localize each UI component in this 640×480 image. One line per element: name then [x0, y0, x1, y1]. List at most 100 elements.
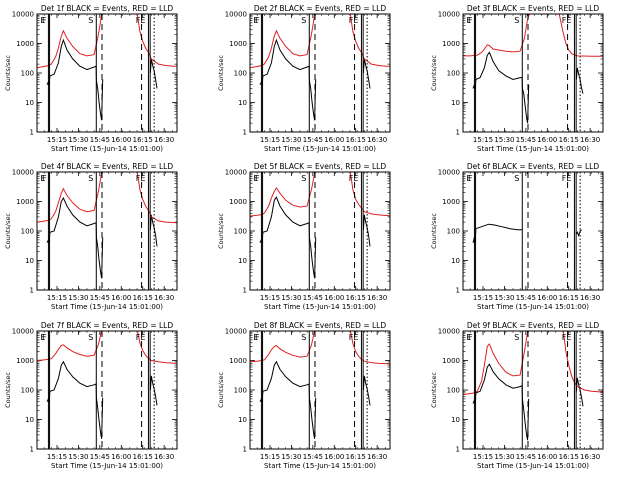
y-tick-label: 1000: [16, 357, 34, 365]
x-tick-label: 16:00: [111, 136, 131, 144]
y-axis-label: Counts/sec: [430, 55, 438, 91]
x-tick-label: 15:45: [516, 294, 536, 302]
time-marker-label: E: [466, 333, 471, 342]
y-axis-label: Counts/sec: [4, 55, 12, 91]
time-marker-label: S: [301, 174, 306, 183]
plot-area: [463, 331, 603, 441]
plot-area: [250, 172, 390, 279]
detector-panel: Det 1f BLACK = Events, RED = LLD Counts/s…: [4, 4, 178, 153]
y-axis-label: Counts/sec: [217, 55, 225, 91]
x-axis-label: Start Time (15-Jun-14 15:01:00): [264, 462, 376, 470]
time-marker-label: FE: [562, 174, 572, 183]
y-tick-label: 10: [25, 99, 34, 107]
x-tick-label: 16:15: [346, 294, 366, 302]
events-series-line: [46, 360, 158, 439]
plot-area: [37, 14, 177, 121]
time-marker-label: E: [40, 333, 45, 342]
y-tick-label: 1000: [16, 198, 34, 206]
x-tick-label: 15:30: [68, 453, 88, 461]
y-tick-label: 1000: [442, 40, 460, 48]
y-tick-label: 1: [30, 446, 34, 454]
x-tick-label: 16:00: [324, 294, 344, 302]
y-axis-label: Counts/sec: [4, 213, 12, 249]
plot-area: [463, 14, 603, 124]
x-axis-label: Start Time (15-Jun-14 15:01:00): [51, 303, 163, 311]
lld-series-line: [250, 14, 390, 69]
time-marker-label: FE: [136, 16, 146, 25]
x-tick-label: 15:45: [516, 453, 536, 461]
x-tick-label: 15:15: [47, 294, 67, 302]
time-marker-label: S: [301, 16, 306, 25]
y-tick-label: 100: [21, 387, 34, 395]
time-marker-label: E: [253, 333, 258, 342]
time-marker-label: S: [88, 16, 93, 25]
x-tick-label: 16:30: [367, 453, 387, 461]
x-tick-label: 16:30: [367, 136, 387, 144]
x-tick-label: 16:30: [154, 453, 174, 461]
lld-series-line: [463, 331, 603, 396]
plot-area: [37, 172, 177, 279]
time-marker-label: F: [255, 16, 260, 25]
x-tick-label: 15:15: [473, 294, 493, 302]
plot-frame: [462, 330, 604, 450]
detector-panel: Det 7f BLACK = Events, RED = LLD Counts/s…: [4, 321, 178, 470]
time-marker-label: E: [40, 16, 45, 25]
detector-panel: Det 9f BLACK = Events, RED = LLD Counts/s…: [430, 321, 604, 470]
x-tick-label: 16:30: [367, 294, 387, 302]
plot-area: [250, 331, 390, 439]
panel-title: Det 5f BLACK = Events, RED = LLD: [254, 162, 387, 171]
y-tick-label: 100: [234, 387, 247, 395]
detector-panel: Det 6f BLACK = Events, RED = LLD Counts/s…: [430, 162, 604, 311]
x-axis-label: Start Time (15-Jun-14 15:01:00): [477, 145, 589, 153]
y-tick-label: 1: [30, 287, 34, 295]
events-series-line: [472, 51, 584, 124]
time-marker-label: F: [255, 174, 260, 183]
x-tick-label: 16:15: [133, 294, 153, 302]
x-tick-label: 16:00: [537, 453, 557, 461]
x-tick-label: 16:00: [111, 453, 131, 461]
events-series-line: [259, 360, 371, 439]
x-tick-label: 15:45: [303, 453, 323, 461]
x-tick-label: 16:15: [133, 136, 153, 144]
y-tick-label: 10: [238, 416, 247, 424]
y-tick-label: 1: [243, 446, 247, 454]
x-tick-label: 15:45: [303, 294, 323, 302]
x-tick-label: 16:15: [346, 453, 366, 461]
x-tick-label: 15:30: [281, 294, 301, 302]
plot-frame: [462, 171, 604, 291]
y-tick-label: 1: [30, 129, 34, 137]
time-marker-label: FE: [136, 174, 146, 183]
time-marker-label: F: [468, 333, 473, 342]
y-axis-label: Counts/sec: [217, 213, 225, 249]
x-tick-label: 15:30: [494, 453, 514, 461]
time-marker-label: S: [88, 333, 93, 342]
y-tick-label: 1: [456, 446, 460, 454]
time-marker-label: FE: [136, 333, 146, 342]
lld-series-line: [37, 14, 177, 69]
y-tick-label: 10000: [225, 328, 247, 336]
x-tick-label: 15:45: [90, 453, 110, 461]
x-axis-label: Start Time (15-Jun-14 15:01:00): [264, 145, 376, 153]
y-tick-label: 1000: [229, 198, 247, 206]
lld-series-line: [250, 172, 390, 217]
plot-frame: [249, 13, 391, 133]
events-series-line: [259, 196, 371, 279]
y-axis-label: Counts/sec: [430, 372, 438, 408]
x-tick-label: 15:15: [47, 136, 67, 144]
panel-title: Det 2f BLACK = Events, RED = LLD: [254, 4, 387, 13]
events-series-line: [46, 38, 158, 121]
x-tick-label: 16:15: [559, 453, 579, 461]
y-tick-label: 10: [451, 416, 460, 424]
detector-panel: Det 5f BLACK = Events, RED = LLD Counts/s…: [217, 162, 391, 311]
y-tick-label: 1: [456, 287, 460, 295]
y-tick-label: 10: [238, 99, 247, 107]
y-tick-label: 10000: [12, 169, 34, 177]
x-axis-label: Start Time (15-Jun-14 15:01:00): [477, 303, 589, 311]
y-axis-label: Counts/sec: [4, 372, 12, 408]
x-axis-label: Start Time (15-Jun-14 15:01:00): [51, 462, 163, 470]
y-tick-label: 10000: [12, 11, 34, 19]
x-tick-label: 16:00: [537, 136, 557, 144]
x-tick-label: 15:15: [473, 453, 493, 461]
plot-frame: [36, 171, 178, 291]
